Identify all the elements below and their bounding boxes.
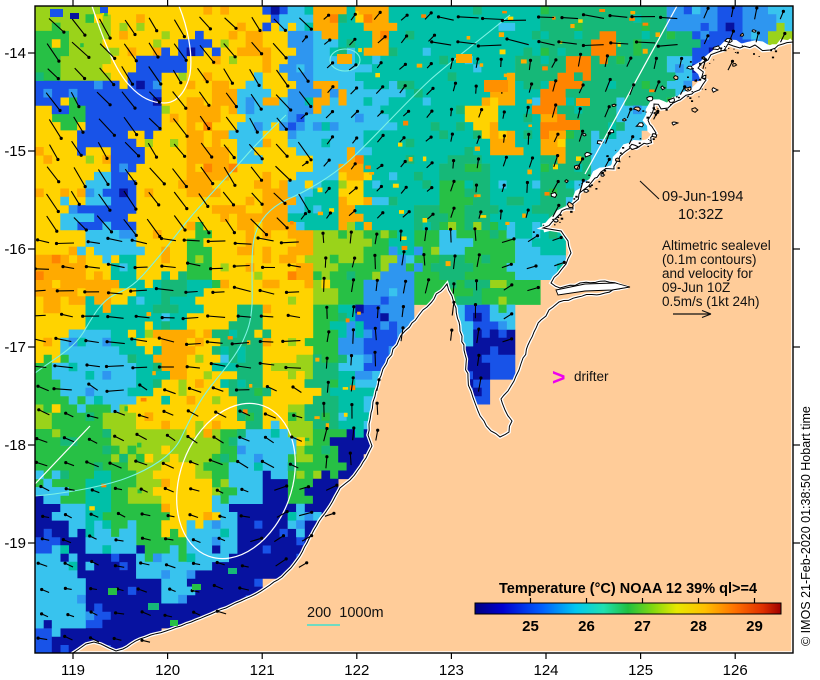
svg-text:09-Jun-1994: 09-Jun-1994 [662, 189, 743, 205]
svg-text:(0.1m contours): (0.1m contours) [662, 252, 757, 267]
svg-text:0.5m/s (1kt 24h): 0.5m/s (1kt 24h) [662, 294, 760, 309]
svg-text:25: 25 [522, 618, 539, 635]
svg-text:-15: -15 [4, 143, 26, 160]
svg-text:-16: -16 [4, 241, 26, 258]
svg-text:>: > [552, 364, 565, 390]
svg-text:123: 123 [439, 662, 464, 679]
svg-text:126: 126 [723, 662, 748, 679]
svg-text:125: 125 [628, 662, 653, 679]
svg-text:121: 121 [250, 662, 275, 679]
svg-text:122: 122 [344, 662, 369, 679]
svg-text:-17: -17 [4, 339, 26, 356]
svg-text:© IMOS 21-Feb-2020 01:38:50 Ho: © IMOS 21-Feb-2020 01:38:50 Hobart time [799, 406, 813, 646]
svg-text:drifter: drifter [574, 369, 609, 384]
svg-text:120: 120 [155, 662, 180, 679]
svg-text:09-Jun 10Z: 09-Jun 10Z [662, 280, 730, 295]
svg-text:27: 27 [634, 618, 651, 635]
svg-text:10:32Z: 10:32Z [678, 207, 723, 223]
svg-text:28: 28 [690, 618, 707, 635]
svg-text:-19: -19 [4, 535, 26, 552]
svg-text:and velocity for: and velocity for [662, 266, 753, 281]
svg-text:119: 119 [61, 662, 85, 679]
svg-text:124: 124 [533, 662, 558, 679]
svg-text:-18: -18 [4, 437, 26, 454]
svg-text:29: 29 [746, 618, 763, 635]
svg-text:Altimetric sealevel: Altimetric sealevel [662, 238, 771, 253]
svg-text:-14: -14 [4, 45, 26, 62]
svg-text:200 1000m: 200 1000m [307, 605, 384, 621]
svg-text:Temperature (°C) NOAA 12 39% q: Temperature (°C) NOAA 12 39% ql>=4 [499, 581, 757, 597]
svg-text:26: 26 [578, 618, 595, 635]
